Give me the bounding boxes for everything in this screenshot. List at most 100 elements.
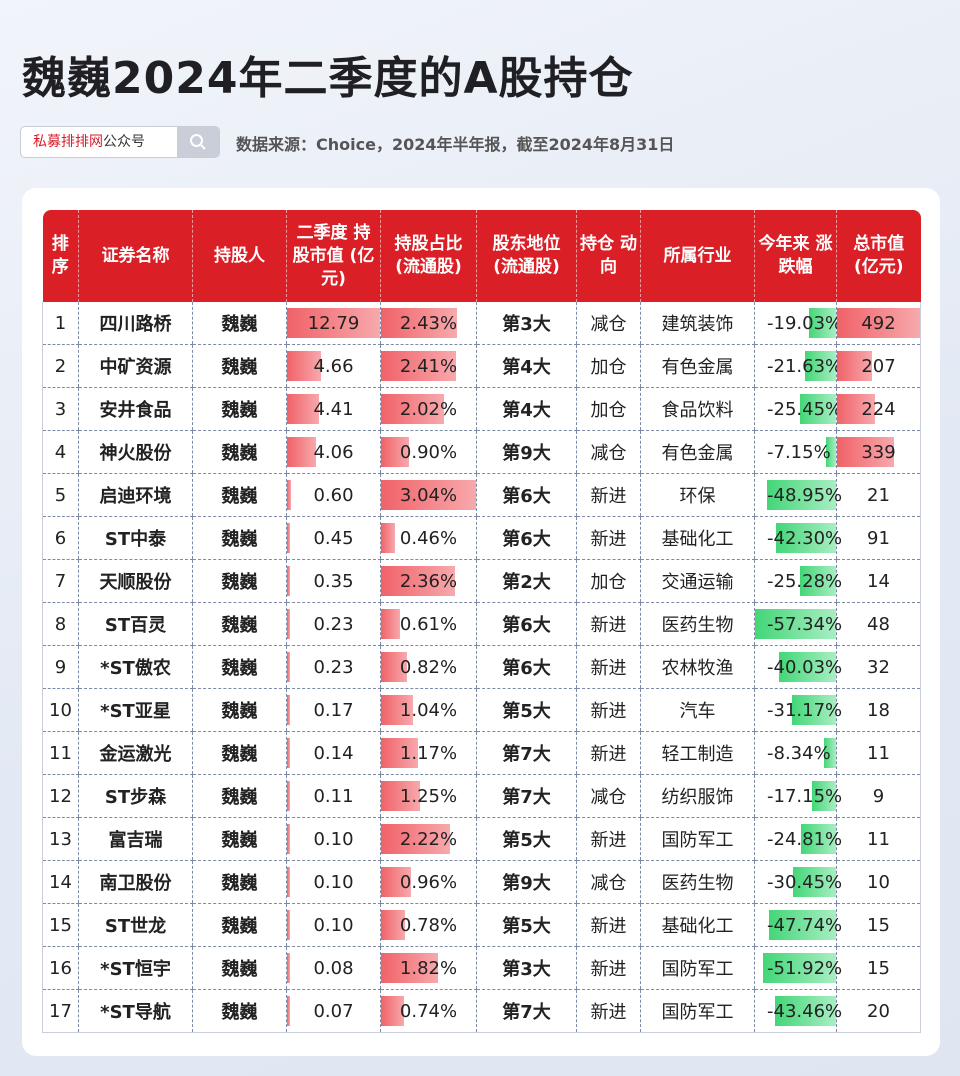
total-cap-bar — [837, 351, 872, 381]
ratio-bar — [381, 351, 457, 381]
market-value-text: 12.79 — [307, 312, 360, 334]
total-cap-bar — [837, 308, 920, 338]
security-name-cell: *ST亚星 — [78, 688, 193, 732]
security-name-cell: *ST导航 — [78, 989, 193, 1033]
market-value-cell: 12.79 — [286, 302, 381, 345]
position-cell: 第3大 — [476, 946, 577, 990]
position-cell: 第6大 — [476, 645, 577, 689]
market-value-bar — [287, 738, 290, 768]
table-row: 7 天顺股份 魏巍 0.35 2.36% 第2大 加仓 交通运输 -25.28% 14 — [42, 559, 921, 603]
search-button[interactable] — [177, 127, 219, 157]
market-value-text: 0.10 — [313, 914, 354, 936]
ratio-cell: 2.36% — [380, 559, 477, 603]
position-cell: 第9大 — [476, 860, 577, 904]
ratio-text: 2.41% — [399, 355, 458, 377]
table-row: 17 *ST导航 魏巍 0.07 0.74% 第7大 新进 国防军工 -43.46% 20 — [42, 989, 921, 1033]
ratio-text: 2.43% — [399, 312, 458, 334]
ytd-text: -21.63% — [767, 355, 843, 377]
action-cell: 减仓 — [576, 302, 641, 345]
position-cell: 第7大 — [476, 989, 577, 1033]
market-value-cell: 0.11 — [286, 774, 381, 818]
industry-cell: 医药生物 — [640, 860, 755, 904]
market-value-cell: 0.35 — [286, 559, 381, 603]
market-value-cell: 0.23 — [286, 602, 381, 646]
ytd-text: -43.46% — [767, 1000, 843, 1022]
total-cap-cell: 10 — [836, 860, 921, 904]
ratio-bar — [381, 953, 438, 983]
ytd-text: -17.15% — [767, 785, 843, 807]
market-value-cell: 0.10 — [286, 817, 381, 861]
market-value-cell: 0.08 — [286, 946, 381, 990]
security-name-cell: ST步森 — [78, 774, 193, 818]
action-cell: 加仓 — [576, 344, 641, 388]
industry-cell: 有色金属 — [640, 430, 755, 474]
action-cell: 减仓 — [576, 860, 641, 904]
total-cap-text: 48 — [867, 613, 890, 635]
ytd-bar — [825, 437, 836, 467]
search-icon — [190, 134, 206, 150]
ytd-bar — [800, 394, 836, 424]
table-row: 10 *ST亚星 魏巍 0.17 1.04% 第5大 新进 汽车 -31.17% 18 — [42, 688, 921, 732]
total-cap-text: 339 — [861, 441, 896, 463]
ytd-cell: -42.30% — [754, 516, 842, 560]
ratio-cell: 2.02% — [380, 387, 477, 431]
market-value-bar — [287, 996, 290, 1026]
market-value-text: 4.06 — [313, 441, 354, 463]
position-cell: 第4大 — [476, 344, 577, 388]
ytd-cell: -19.03% — [754, 302, 842, 345]
market-value-text: 0.35 — [313, 570, 354, 592]
holdings-table: 排序 证券名称 持股人 二季度 持股市值 (亿元) 持股占比 (流通股) 股东地… — [42, 210, 921, 1033]
market-value-bar — [287, 652, 290, 682]
market-value-bar — [287, 480, 292, 510]
ratio-cell: 2.43% — [380, 302, 477, 345]
security-name-cell: *ST恒宇 — [78, 946, 193, 990]
rank-cell: 15 — [42, 903, 79, 947]
position-cell: 第5大 — [476, 688, 577, 732]
ytd-cell: -40.03% — [754, 645, 842, 689]
ratio-bar — [381, 738, 418, 768]
total-cap-cell: 21 — [836, 473, 921, 517]
holder-cell: 魏巍 — [192, 344, 287, 388]
market-value-bar — [287, 867, 290, 897]
ratio-bar — [381, 523, 396, 553]
market-value-bar — [287, 695, 290, 725]
ratio-cell: 2.41% — [380, 344, 477, 388]
industry-cell: 国防军工 — [640, 946, 755, 990]
ytd-bar — [811, 781, 836, 811]
ratio-bar — [381, 308, 457, 338]
market-value-cell: 0.14 — [286, 731, 381, 775]
rank-cell: 8 — [42, 602, 79, 646]
total-cap-text: 224 — [861, 398, 896, 420]
ratio-cell: 0.82% — [380, 645, 477, 689]
total-cap-cell: 91 — [836, 516, 921, 560]
ratio-bar — [381, 910, 406, 940]
ytd-bar — [800, 824, 836, 854]
ytd-bar — [800, 566, 836, 596]
market-value-text: 4.66 — [313, 355, 354, 377]
ratio-text: 0.74% — [399, 1000, 458, 1022]
total-cap-text: 11 — [867, 828, 890, 850]
market-value-text: 0.17 — [313, 699, 354, 721]
table-row: 2 中矿资源 魏巍 4.66 2.41% 第4大 加仓 有色金属 -21.63% 207 — [42, 344, 921, 388]
ratio-cell: 3.04% — [380, 473, 477, 517]
industry-cell: 交通运输 — [640, 559, 755, 603]
data-source-note: 数据来源：Choice，2024年半年报，截至2024年8月31日 — [236, 135, 675, 154]
ratio-text: 1.04% — [399, 699, 458, 721]
rank-cell: 13 — [42, 817, 79, 861]
security-name-cell: ST百灵 — [78, 602, 193, 646]
ytd-text: -8.34% — [767, 742, 831, 764]
action-cell: 新进 — [576, 946, 641, 990]
col-position: 股东地位 (流通股) — [476, 210, 577, 302]
holder-cell: 魏巍 — [192, 559, 287, 603]
ratio-text: 2.02% — [399, 398, 458, 420]
action-cell: 减仓 — [576, 430, 641, 474]
market-value-cell: 0.10 — [286, 860, 381, 904]
position-cell: 第6大 — [476, 473, 577, 517]
search-box[interactable]: 私募排排网公众号 — [20, 126, 220, 158]
position-cell: 第5大 — [476, 903, 577, 947]
ytd-text: -48.95% — [767, 484, 843, 506]
rank-cell: 5 — [42, 473, 79, 517]
total-cap-cell: 207 — [836, 344, 921, 388]
position-cell: 第9大 — [476, 430, 577, 474]
ytd-bar — [791, 695, 836, 725]
